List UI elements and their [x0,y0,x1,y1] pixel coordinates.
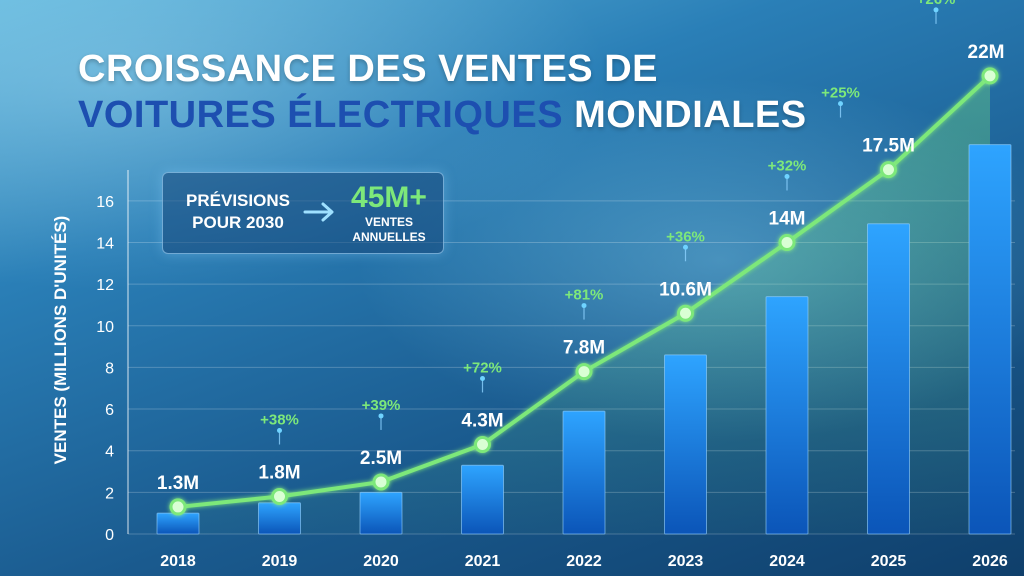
growth-label: +72% [463,359,502,376]
value-label: 1.3M [157,473,199,494]
growth-pin-dot [277,428,282,434]
line-point [271,488,288,506]
y-tick-label: 16 [96,194,114,211]
line-point [474,435,491,453]
bar [359,491,403,535]
value-label: 2.5M [360,448,402,469]
growth-pin-dot [784,173,790,179]
x-tick-label: 2021 [465,553,501,570]
growth-pin-dot [581,303,587,309]
growth-label: +32% [768,157,807,174]
value-label: 7.8M [563,338,605,359]
x-tick-label: 2020 [363,553,399,570]
y-tick-label: 8 [105,360,114,377]
growth-label: +26% [917,0,956,8]
title-line-2: VOITURES ÉLECTRIQUES MONDIALES [78,92,807,138]
growth-pin-dot [480,375,485,381]
growth-label: +81% [565,287,604,304]
x-tick-label: 2022 [566,553,602,570]
line-point [880,161,897,179]
forecast-unit-line1: VENTES [364,215,413,229]
bar [562,410,606,535]
bar [765,296,809,535]
forecast-value-block: 45M+ VENTES ANNUELLES [341,181,437,245]
growth-pin-dot [933,7,939,13]
x-tick-label: 2025 [871,553,907,570]
bar [461,464,504,535]
growth-label: +25% [821,85,860,102]
bar [258,502,301,535]
forecast-unit-line2: ANNUELLES [352,230,426,244]
title-line-2-end: MONDIALES [574,94,807,136]
title-line-1: CROISSANCE DES VENTES DE [78,48,658,90]
growth-label: +38% [260,412,299,429]
growth-pin-dot [683,244,688,250]
y-tick-label: 4 [105,444,114,461]
bar [664,354,707,535]
bar [867,223,910,535]
value-label: 14M [769,208,806,229]
page-title: CROISSANCE DES VENTES DE VOITURES ÉLECTR… [78,46,807,138]
y-tick-label: 6 [105,402,114,419]
bar [156,512,200,535]
growth-label: +39% [362,397,401,414]
line-point [778,233,796,251]
line-point [372,473,390,491]
value-label: 17.5M [862,136,915,157]
y-tick-label: 2 [105,485,114,502]
growth-line [169,67,999,516]
value-label: 1.8M [258,463,300,484]
value-label: 4.3M [461,410,503,431]
title-highlight: VOITURES ÉLECTRIQUES [78,94,564,136]
growth-pin-dot [378,413,384,419]
forecast-label-line2: POUR 2030 [192,213,284,232]
y-tick-label: 10 [96,319,114,336]
line-point [677,304,694,322]
forecast-label: PRÉVISIONS POUR 2030 [173,190,303,234]
forecast-callout: PRÉVISIONS POUR 2030 45M+ VENTES ANNUELL… [162,172,444,254]
x-tick-label: 2024 [769,553,805,570]
x-tick-label: 2023 [668,553,704,570]
growth-label: +36% [666,228,705,245]
y-tick-label: 0 [105,527,114,544]
line-point [981,67,999,85]
x-tick-label: 2019 [262,553,298,570]
bar [968,144,1012,535]
y-axis-title: VENTES (MILLIONS D'UNITÉS) [51,216,70,465]
y-tick-label: 14 [96,235,114,252]
value-label: 22M [968,42,1005,63]
line-point [575,363,593,381]
growth-pin-dot [838,101,843,107]
value-label: 10.6M [659,279,712,300]
forecast-value: 45M+ [351,181,427,214]
bars [156,144,1012,535]
y-tick-label: 12 [96,277,114,294]
x-tick-label: 2018 [160,553,196,570]
forecast-label-line1: PRÉVISIONS [186,191,290,210]
line-point [169,498,187,516]
arrow-right-icon [303,202,334,222]
data-labels: 2018 2019 2020 2021 2022 2023 2024 2025 2026 1.3M… [157,0,1008,570]
x-tick-label: 2026 [972,553,1008,570]
